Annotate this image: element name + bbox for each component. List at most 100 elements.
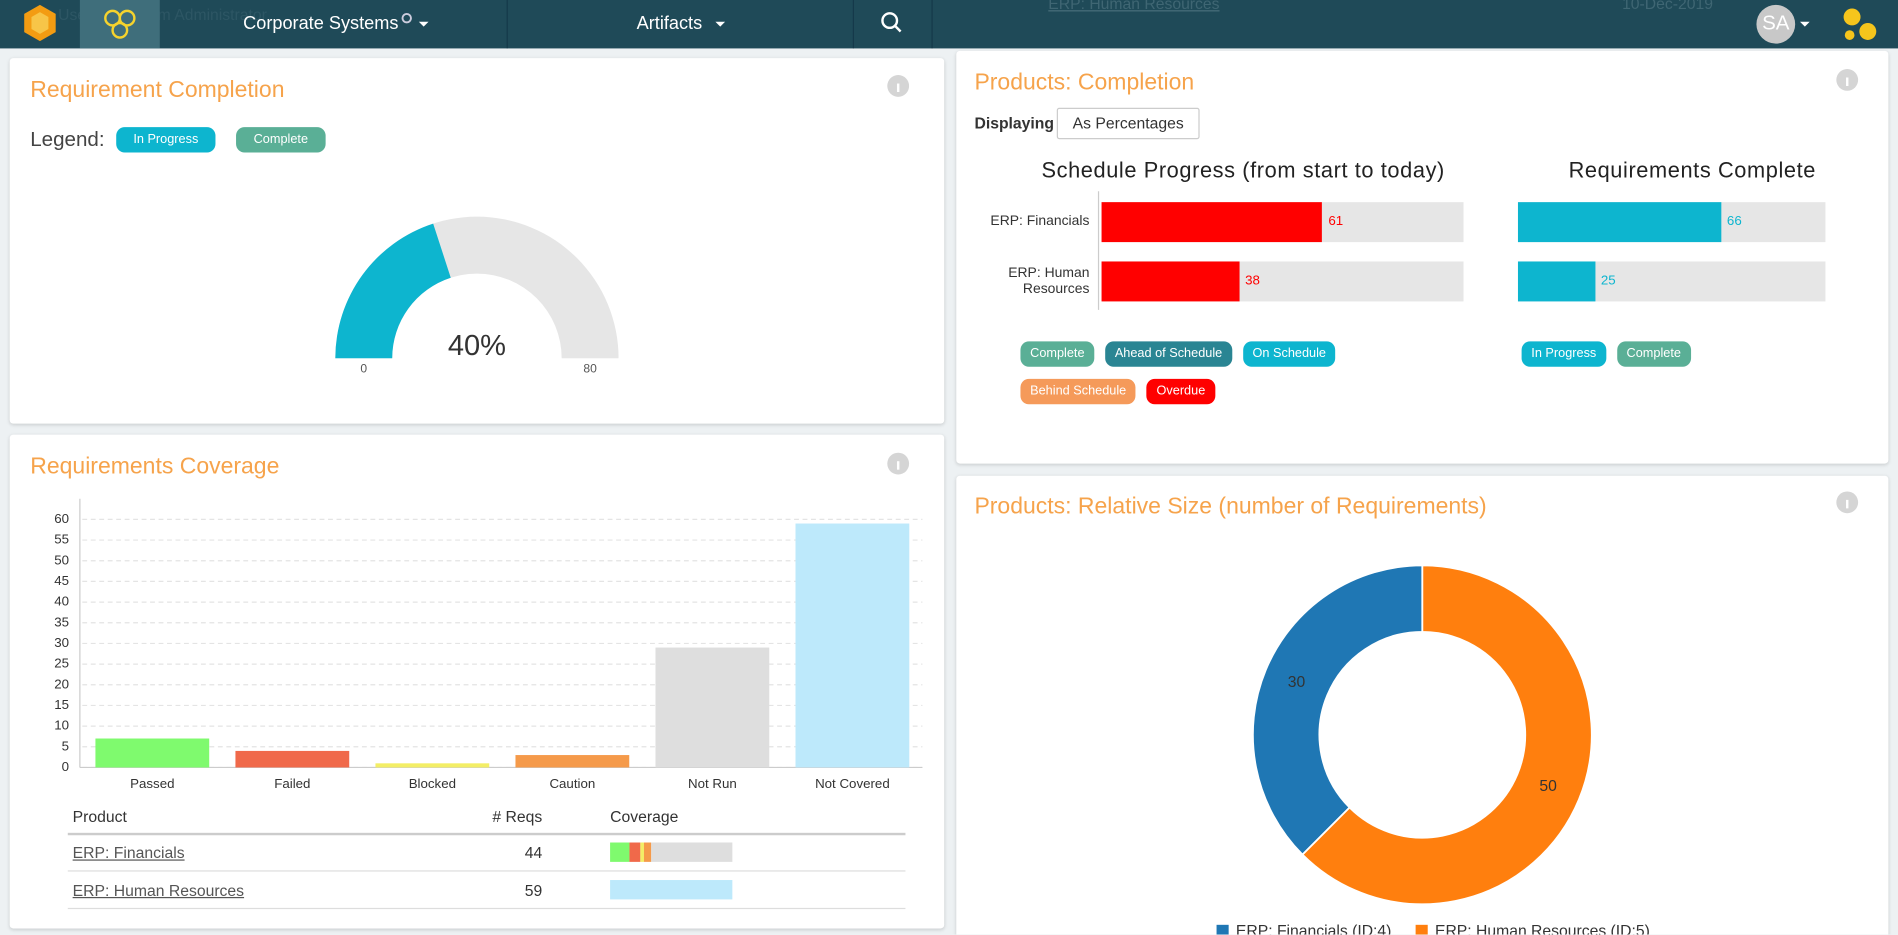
gauge-label: 40% xyxy=(448,330,506,362)
legend-item: In Progress xyxy=(1521,341,1606,367)
coverage-segment xyxy=(651,842,733,862)
x-tick-label: Not Run xyxy=(688,776,737,791)
table-header: Product xyxy=(72,807,127,826)
y-tick-label: 40 xyxy=(54,594,69,609)
menu-item[interactable]: Artifacts xyxy=(637,13,703,33)
bar xyxy=(235,750,350,768)
bar xyxy=(375,763,490,768)
coverage-segment xyxy=(610,880,733,900)
gauge-tick-label: 80 xyxy=(583,361,597,375)
coverage-segment xyxy=(629,842,641,862)
x-tick-label: Blocked xyxy=(409,776,456,791)
legend-item: In Progress xyxy=(116,127,216,153)
value-label: 61 xyxy=(1328,214,1344,229)
bar xyxy=(1517,261,1595,302)
legend: In Progress Complete xyxy=(1521,341,1764,367)
menu-item[interactable]: Corporate Systems xyxy=(243,13,398,33)
donut-slice xyxy=(1252,564,1424,856)
avatar[interactable] xyxy=(1756,4,1796,44)
bar xyxy=(1101,202,1323,243)
bar xyxy=(655,647,770,768)
settings-icon[interactable] xyxy=(1843,8,1877,40)
slice-label: 50 xyxy=(1539,778,1557,795)
legend-item: On Schedule xyxy=(1242,341,1336,367)
info-glyphs xyxy=(896,77,1849,509)
panel-title: Products: Relative Size (number of Requi… xyxy=(974,492,1486,518)
y-tick-label: 10 xyxy=(54,718,69,733)
legend-item: Behind Schedule xyxy=(1020,378,1136,405)
coverage-segment xyxy=(640,842,644,862)
table-rule xyxy=(67,870,906,872)
req-count: 59 xyxy=(524,881,543,900)
y-tick-label: 0 xyxy=(62,759,69,774)
legend-label: ERP: Human Resources (ID:5) xyxy=(1435,923,1650,934)
legend-swatch xyxy=(1216,924,1229,935)
y-tick-label: 50 xyxy=(54,552,69,567)
panel-title: Products: Completion xyxy=(974,69,1194,95)
y-tick-label: 35 xyxy=(54,614,69,629)
req-count: 44 xyxy=(524,843,543,862)
logo[interactable] xyxy=(24,4,56,42)
y-tick-label: 55 xyxy=(54,532,69,547)
value-label: 38 xyxy=(1245,273,1260,289)
gear-icon xyxy=(401,12,412,24)
y-tick-label: 20 xyxy=(54,676,69,691)
legend-label: ERP: Financials (ID:4) xyxy=(1236,923,1391,934)
caret xyxy=(715,21,726,27)
y-tick-label: 5 xyxy=(62,738,69,753)
coverage-segment xyxy=(610,842,630,862)
caret xyxy=(1800,21,1810,27)
x-tick-label: Caution xyxy=(549,776,595,791)
y-tick-label: ERP: Financials xyxy=(990,214,1090,229)
background-link: ERP: Human Resources xyxy=(1048,0,1219,13)
background-text: 10-Dec-2019 xyxy=(1622,0,1713,13)
slice-label: 30 xyxy=(1288,674,1306,691)
panel-title: Requirements Coverage xyxy=(30,452,279,478)
hex-icon xyxy=(104,9,136,39)
legend-item: Overdue xyxy=(1146,378,1215,405)
panel-title: Requirement Completion xyxy=(30,76,284,102)
table-header: # Reqs xyxy=(492,807,543,826)
chart-title: Schedule Progress (from start to today) xyxy=(1041,158,1444,183)
y-axis xyxy=(1097,191,1100,310)
chart-title: Requirements Complete xyxy=(1569,158,1816,183)
legend-item: Complete xyxy=(236,127,326,153)
displaying-button[interactable]: As Percentages xyxy=(1056,107,1200,140)
y-tick-label: 60 xyxy=(54,511,69,526)
y-tick-label: 15 xyxy=(54,697,69,712)
x-tick-label: Failed xyxy=(274,776,310,791)
y-tick-label: 45 xyxy=(54,573,69,588)
value-label: 66 xyxy=(1726,214,1742,229)
gauge-value xyxy=(335,223,451,359)
legend-label: Legend: xyxy=(30,128,104,151)
product-link[interactable]: ERP: Financials xyxy=(72,843,185,862)
donut-slice xyxy=(1301,564,1593,906)
bar xyxy=(1101,261,1240,302)
bar xyxy=(95,738,210,768)
bar xyxy=(515,755,630,768)
navbar xyxy=(0,0,1898,49)
avatar-initials: SA xyxy=(1762,12,1790,35)
search-icon[interactable] xyxy=(881,12,902,33)
table-rule xyxy=(67,832,906,836)
legend-swatch xyxy=(1415,924,1428,935)
table-rule xyxy=(67,907,906,910)
caret xyxy=(418,21,429,27)
gauge-tick-label: 0 xyxy=(360,361,367,375)
y-tick-label: ERP: Human Resources xyxy=(1008,265,1090,296)
y-tick-label: 25 xyxy=(54,656,69,671)
x-tick-label: Not Covered xyxy=(815,776,890,791)
table-header: Coverage xyxy=(610,807,679,826)
value-label: 25 xyxy=(1600,273,1616,289)
panel xyxy=(9,434,945,929)
bar xyxy=(1517,202,1721,243)
product-link[interactable]: ERP: Human Resources xyxy=(72,881,245,900)
legend-item: Complete xyxy=(1020,341,1095,367)
legend: Complete Ahead of Schedule On Schedule Behi… xyxy=(1020,341,1456,405)
displaying-label: Displaying xyxy=(974,113,1055,132)
x-tick-label: Passed xyxy=(130,776,174,791)
